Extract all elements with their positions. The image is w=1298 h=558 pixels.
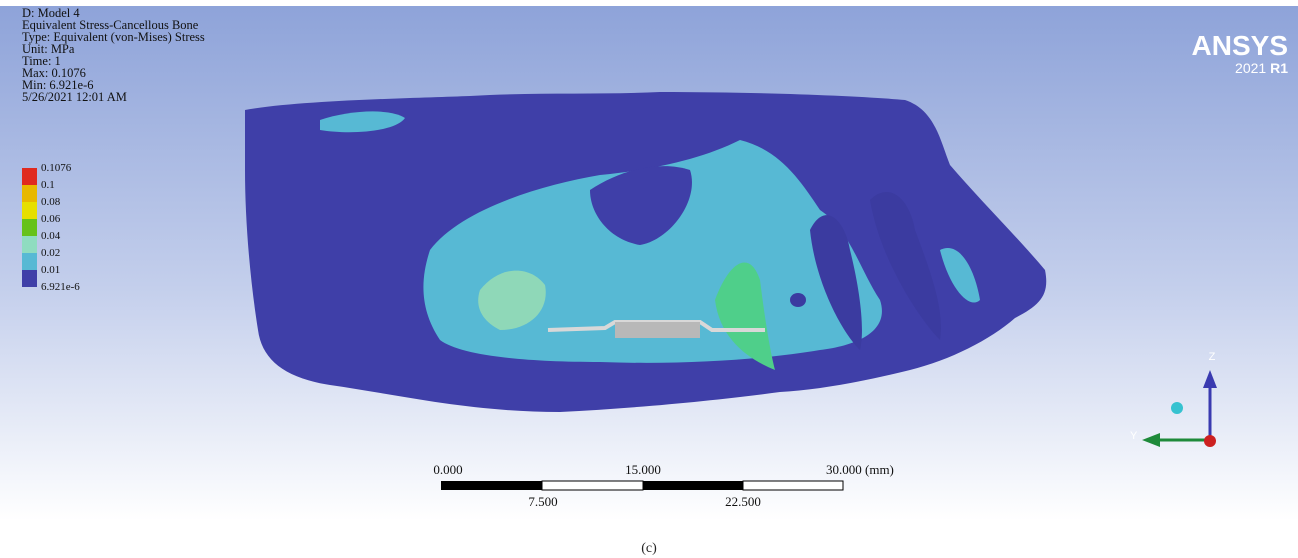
screenshot: D: Model 4 Equivalent Stress-Cancellous …	[0, 0, 1298, 558]
legend-swatch	[22, 270, 37, 287]
legend-swatch	[22, 185, 37, 202]
page: D: Model 4 Equivalent Stress-Cancellous …	[0, 0, 1298, 558]
scale-segment	[441, 481, 542, 490]
scale-label: 30.000 (mm)	[826, 462, 894, 477]
logo-brand: ANSYS	[1192, 30, 1288, 61]
scale-segment	[542, 481, 643, 490]
info-line: 5/26/2021 12:01 AM	[22, 90, 127, 104]
legend-swatch	[22, 219, 37, 236]
logo-release: R1	[1270, 60, 1288, 76]
legend-swatch	[22, 253, 37, 270]
legend-label: 6.921e-6	[41, 281, 80, 293]
legend-swatch	[22, 236, 37, 253]
bone-model	[245, 92, 1046, 412]
legend-label: 0.1	[41, 179, 55, 191]
legend-label: 0.02	[41, 247, 60, 259]
scale-label: 7.500	[528, 494, 557, 509]
logo-version: 2021 R1	[1235, 60, 1288, 76]
logo-year: 2021	[1235, 60, 1266, 76]
scale-label: 15.000	[625, 462, 661, 477]
scale-label: 0.000	[433, 462, 462, 477]
legend-label: 0.04	[41, 230, 61, 242]
axis-label: Z	[1209, 351, 1216, 363]
legend-label: 0.1076	[41, 162, 72, 174]
legend-label: 0.08	[41, 196, 61, 208]
legend-label: 0.06	[41, 213, 61, 225]
scale-label: 22.500	[725, 494, 761, 509]
legend-swatch	[22, 202, 37, 219]
legend-swatch	[22, 168, 37, 185]
caption: (c)	[641, 541, 657, 556]
legend-label: 0.01	[41, 264, 60, 276]
scale-segment	[743, 481, 843, 490]
axis-label: Y	[1130, 430, 1138, 442]
scale-segment	[643, 481, 743, 490]
